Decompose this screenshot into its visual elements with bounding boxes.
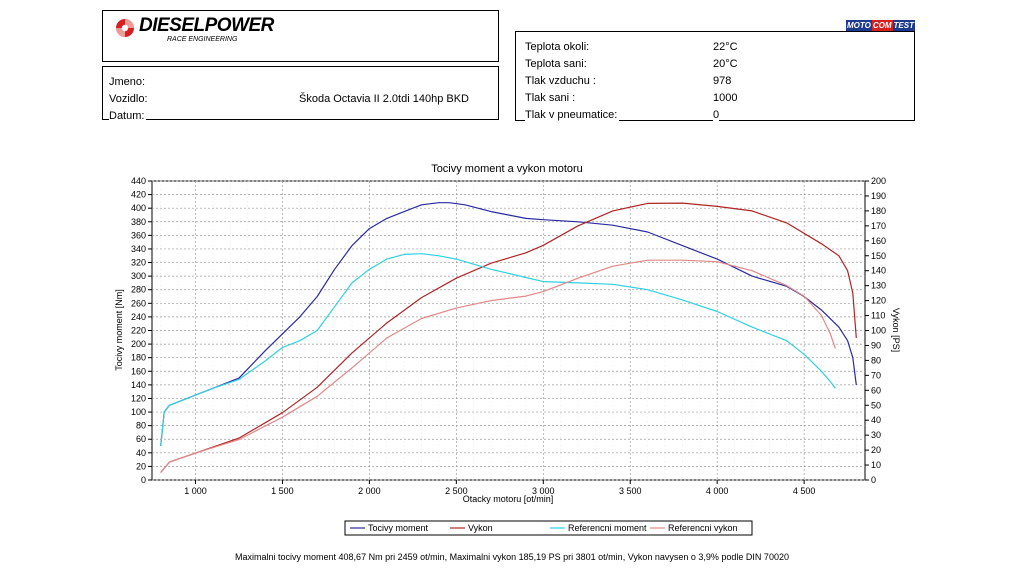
y-tick-label: 260 (131, 298, 146, 308)
tester-logo-part2: COM (871, 20, 893, 31)
tester-logo: MOTO COM TEST (846, 20, 915, 31)
y-tick-label: 80 (136, 421, 146, 431)
vehicle-info-box: Jmeno: Vozidlo: Škoda Octavia II 2.0tdi … (102, 66, 499, 123)
y2-tick-label: 200 (871, 176, 886, 186)
condition-label: Teplota sani: (525, 58, 587, 70)
y-tick-label: 420 (131, 190, 146, 200)
date-label: Datum: (109, 110, 147, 123)
y2-tick-label: 70 (871, 370, 881, 380)
y2-tick-label: 130 (871, 281, 886, 291)
y2-tick-label: 80 (871, 355, 881, 365)
condition-value: 20°C (713, 58, 738, 70)
brand-subtitle: RACE ENGINEERING (167, 36, 238, 43)
y-tick-label: 100 (131, 407, 146, 417)
y-tick-label: 140 (131, 380, 146, 390)
y2-tick-label: 60 (871, 385, 881, 395)
x-tick-label: 2 000 (358, 486, 381, 496)
y2-tick-label: 100 (871, 326, 886, 336)
y2-tick-label: 90 (871, 340, 881, 350)
brand-name: DIESELPOWER (139, 15, 274, 36)
y-tick-label: 200 (131, 339, 146, 349)
brand-logo: DIESELPOWER RACE ENGINEERING (115, 16, 274, 44)
condition-value: 22°C (713, 41, 738, 53)
y-tick-label: 340 (131, 244, 146, 254)
axis-ticks: 0204060801001201401601802002202402602803… (131, 176, 886, 496)
y-tick-label: 280 (131, 285, 146, 295)
y2-tick-label: 110 (871, 311, 885, 321)
y-tick-label: 440 (131, 176, 146, 186)
legend-box (344, 520, 753, 536)
y2-axis-label: Vykon [PS] (891, 308, 901, 352)
y-tick-label: 320 (131, 258, 146, 268)
y2-tick-label: 50 (871, 400, 881, 410)
y-tick-label: 0 (141, 475, 146, 485)
y-tick-label: 220 (131, 326, 146, 336)
y-tick-label: 120 (131, 393, 146, 403)
x-tick-label: 1 500 (271, 486, 294, 496)
y-tick-label: 380 (131, 217, 146, 227)
x-axis-label: Otacky motoru [ot/min] (463, 494, 554, 504)
conditions-box: Teplota okoli: 22°C Teplota sani: 20°C T… (515, 31, 915, 122)
logo-box: DIESELPOWER RACE ENGINEERING (102, 10, 499, 62)
y2-tick-label: 140 (871, 266, 886, 276)
name-label: Jmeno: (109, 76, 146, 88)
chart-title: Tocivy moment a vykon motoru (431, 163, 583, 175)
y2-tick-label: 120 (871, 296, 886, 306)
series-lines (160, 202, 857, 473)
condition-label: Tlak sani : (525, 92, 576, 104)
x-tick-label: 4 000 (706, 486, 729, 496)
y-tick-label: 40 (136, 448, 146, 458)
tester-logo-part1: MOTO (846, 20, 872, 31)
legend-label: Tocivy moment (368, 523, 429, 533)
y-tick-label: 360 (131, 230, 146, 240)
legend-label: Referencni vykon (668, 523, 738, 533)
y-tick-label: 300 (131, 271, 146, 281)
y2-tick-label: 10 (871, 460, 881, 470)
condition-value: 978 (713, 75, 732, 87)
y2-tick-label: 180 (871, 206, 886, 216)
x-tick-label: 1 000 (184, 486, 207, 496)
grid (152, 180, 865, 481)
x-tick-label: 3 500 (619, 486, 642, 496)
y-tick-label: 60 (136, 434, 146, 444)
condition-label: Tlak vzduchu : (525, 75, 596, 87)
y2-tick-label: 30 (871, 430, 881, 440)
vehicle-value: Škoda Octavia II 2.0tdi 140hp BKD (299, 93, 469, 105)
vehicle-label: Vozidlo: (109, 93, 148, 105)
turbo-icon (116, 19, 134, 37)
x-tick-label: 3 000 (532, 486, 555, 496)
summary-footer: Maximalni tocivy moment 408,67 Nm pri 24… (235, 552, 789, 562)
y2-tick-label: 150 (871, 251, 886, 261)
y2-tick-label: 40 (871, 415, 881, 425)
x-tick-label: 2 500 (445, 486, 468, 496)
condition-value: 1000 (713, 92, 738, 104)
y2-tick-label: 170 (871, 221, 886, 231)
y-tick-label: 400 (131, 203, 146, 213)
condition-value: 0 (713, 109, 720, 122)
y-tick-label: 180 (131, 353, 146, 363)
tester-logo-part3: TEST (892, 20, 915, 31)
y-axis-label: Tocivy moment [Nm] (114, 289, 124, 371)
y-tick-label: 20 (136, 461, 146, 471)
legend: Tocivy moment Vykon Referencni moment Refer… (344, 520, 753, 536)
legend-label: Vykon (468, 523, 493, 533)
x-tick-label: 4 500 (793, 486, 816, 496)
legend-label: Referencni moment (568, 523, 647, 533)
series-line-vykon (160, 202, 857, 473)
y2-tick-label: 160 (871, 236, 886, 246)
y2-tick-label: 190 (871, 191, 886, 201)
y2-tick-label: 20 (871, 445, 881, 455)
y2-tick-label: 0 (871, 475, 876, 485)
series-line-referencni-moment (160, 253, 836, 447)
series-line-referencni-vykon (160, 259, 836, 473)
y-tick-label: 240 (131, 312, 146, 322)
condition-label: Tlak v pneumatice: (525, 109, 620, 122)
y-tick-label: 160 (131, 366, 146, 376)
condition-label: Teplota okoli: (525, 41, 590, 53)
